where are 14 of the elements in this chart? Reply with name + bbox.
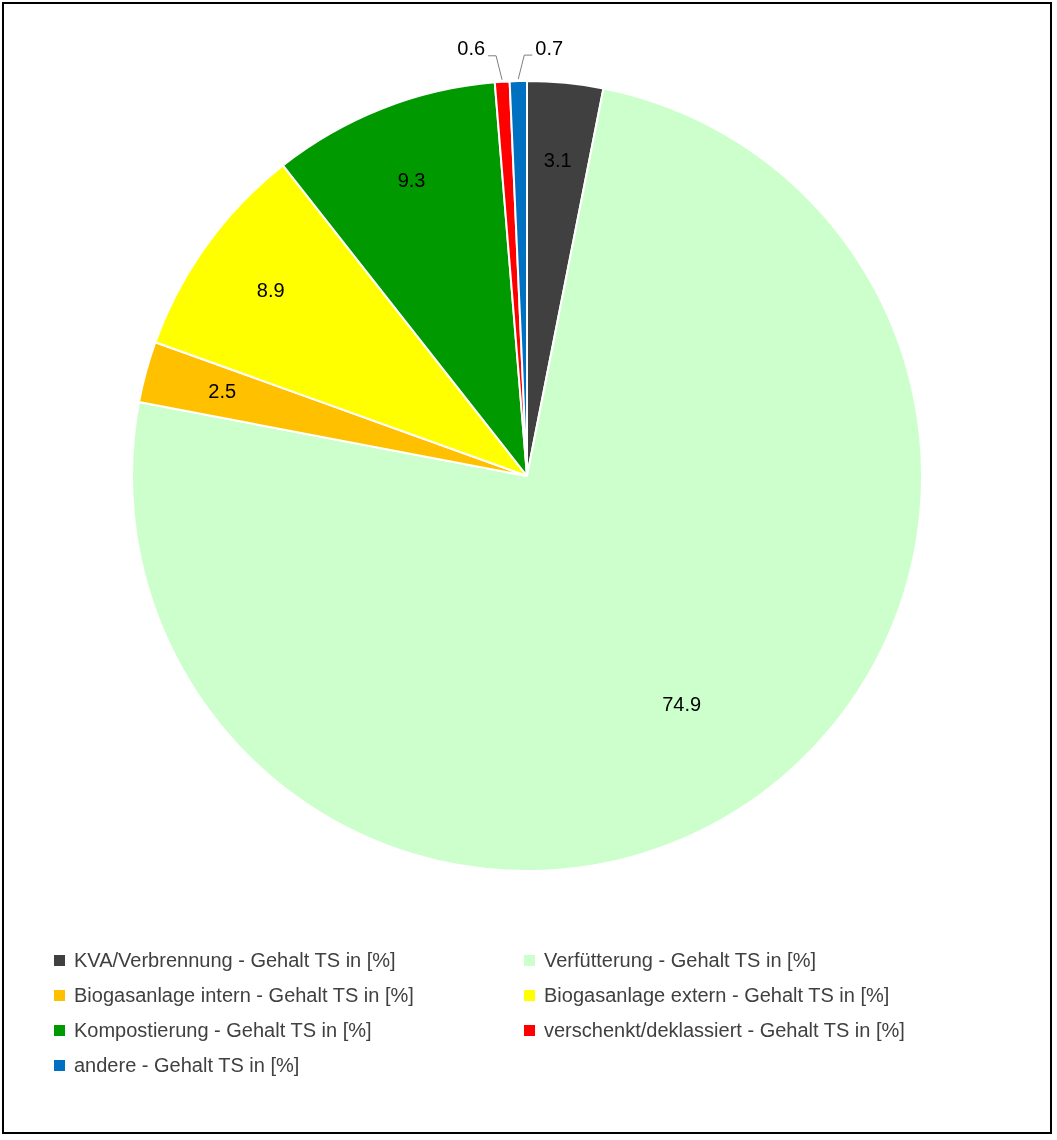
data-label: 0.7 (535, 36, 564, 59)
data-label: 8.9 (256, 278, 285, 301)
data-label: 9.3 (397, 169, 426, 192)
legend-label: verschenkt/deklassiert - Gehalt TS in [%] (544, 1019, 905, 1042)
data-label: 74.9 (662, 692, 702, 715)
legend-label: Kompostierung - Gehalt TS in [%] (74, 1019, 372, 1042)
legend-label: Biogasanlage intern - Gehalt TS in [%] (74, 984, 414, 1007)
legend-label: Verfütterung - Gehalt TS in [%] (544, 949, 816, 972)
legend-label: andere - Gehalt TS in [%] (74, 1054, 300, 1077)
legend-label: KVA/Verbrennung - Gehalt TS in [%] (74, 949, 396, 972)
data-label: 0.6 (457, 37, 486, 60)
legend-label: Biogasanlage extern - Gehalt TS in [%] (544, 984, 890, 1007)
data-label: 2.5 (208, 380, 237, 403)
data-label: 3.1 (543, 149, 572, 172)
